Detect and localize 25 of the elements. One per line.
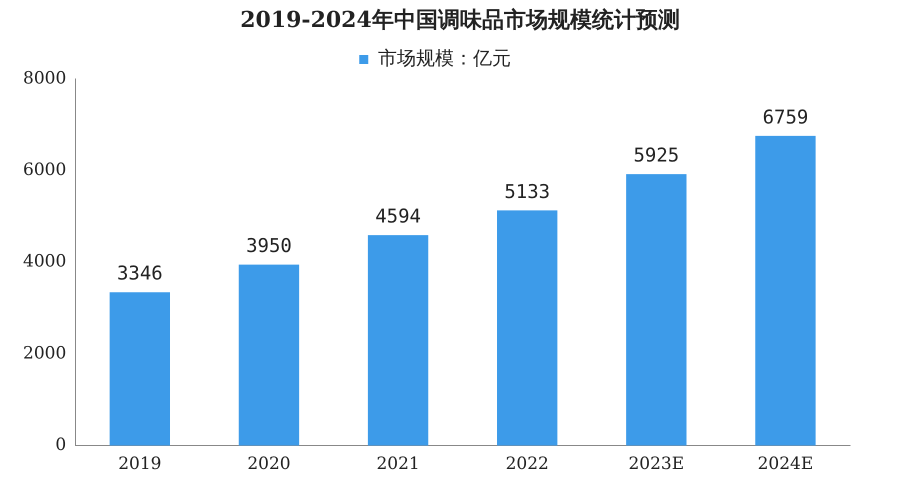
data-label: 3346 xyxy=(116,262,163,285)
y-tick-label: 0 xyxy=(55,435,66,456)
data-label: 5925 xyxy=(633,144,680,167)
bar xyxy=(497,210,558,446)
x-tick-label: 2019 xyxy=(118,454,162,474)
x-tick-label: 2024E xyxy=(758,454,814,474)
x-tick-label: 2021 xyxy=(376,454,420,474)
x-tick-label: 2023E xyxy=(628,454,684,474)
bar xyxy=(368,235,428,446)
data-label: 4594 xyxy=(375,206,421,228)
data-label: 6759 xyxy=(762,106,808,128)
bar xyxy=(110,292,170,446)
y-tick-label: 6000 xyxy=(23,160,66,180)
bar xyxy=(626,174,686,446)
data-label: 3950 xyxy=(246,235,292,258)
y-tick-label: 2000 xyxy=(23,343,66,364)
chart-title: 2019-2024年中国调味品市场规模统计预测 xyxy=(239,6,681,35)
x-tick-label: 2020 xyxy=(247,454,291,474)
y-tick-label: 8000 xyxy=(23,68,66,88)
data-label: 5133 xyxy=(504,180,550,203)
bar xyxy=(238,264,300,446)
x-tick-label: 2022 xyxy=(506,454,549,474)
legend-label: 市场规模：亿元 xyxy=(378,47,511,70)
bar xyxy=(755,136,816,446)
y-tick-label: 4000 xyxy=(23,252,66,272)
